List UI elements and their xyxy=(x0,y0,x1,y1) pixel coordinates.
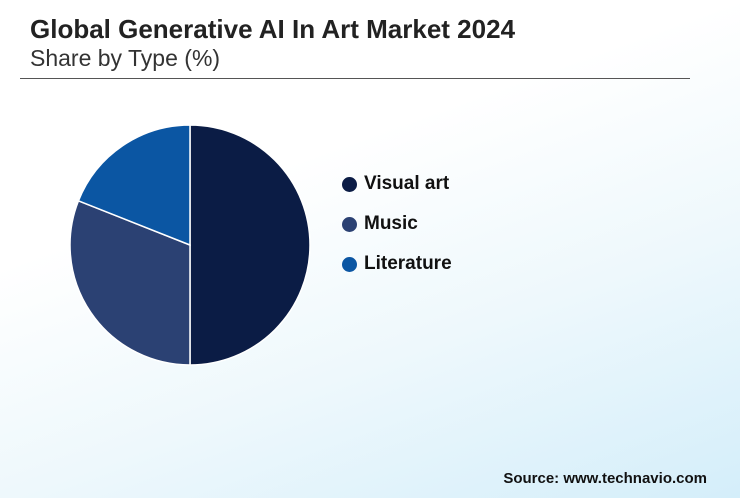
pie-slice-literature xyxy=(77,124,191,247)
chart-legend: Visual art Music Literature xyxy=(342,172,452,292)
pie-slice-music xyxy=(69,199,191,366)
chart-subtitle: Share by Type (%) xyxy=(30,45,221,71)
legend-item-visual-art: Visual art xyxy=(342,172,452,196)
legend-swatch-music xyxy=(342,216,357,232)
legend-label-literature: Literature xyxy=(364,253,452,274)
legend-label-music: Music xyxy=(364,213,418,234)
pie-slice-visual-art xyxy=(189,124,311,366)
legend-swatch-literature xyxy=(342,256,357,272)
legend-label-visual-art: Visual art xyxy=(364,173,450,194)
legend-swatch-visual-art xyxy=(342,176,357,192)
title-divider xyxy=(20,78,690,79)
legend-item-literature: Literature xyxy=(342,252,452,276)
legend-item-music: Music xyxy=(342,212,452,236)
source-note: Source: www.technavio.com xyxy=(503,470,707,487)
chart-title: Global Generative AI In Art Market 2024 xyxy=(30,14,516,44)
